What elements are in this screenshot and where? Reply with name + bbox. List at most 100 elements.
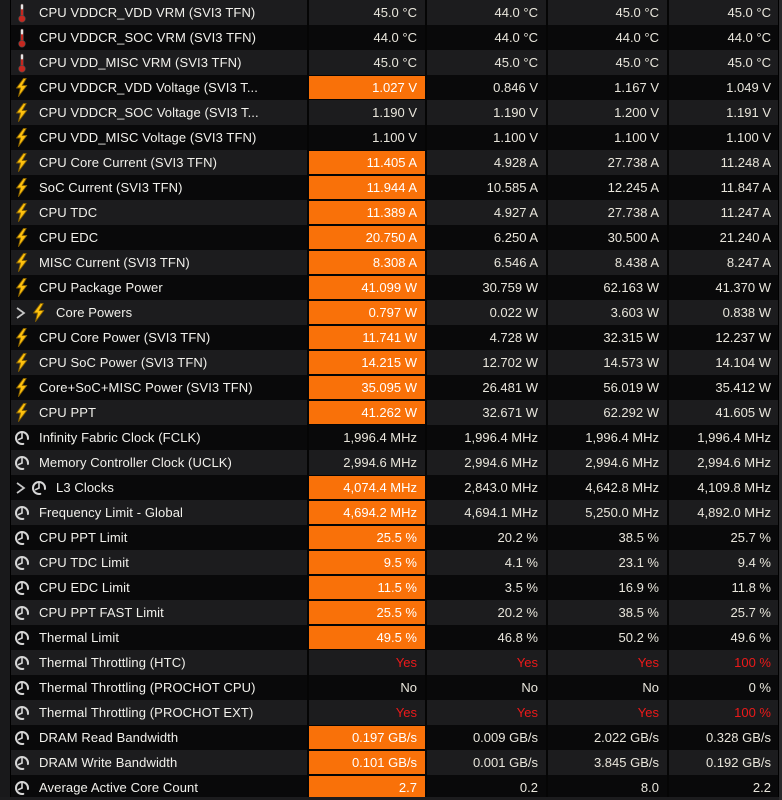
clock-icon (13, 578, 30, 597)
lightning-bolt-icon (13, 103, 30, 122)
sensor-row[interactable]: CPU VDDCR_SOC VRM (SVI3 TFN) 44.0 °C 44.0 … (0, 25, 782, 50)
lightning-bolt-icon (13, 378, 30, 397)
sensor-row[interactable]: DRAM Write Bandwidth 0.101 GB/s 0.001 GB/s… (0, 750, 782, 775)
sensor-name: Core+SoC+MISC Power (SVI3 TFN) (39, 380, 253, 395)
sensor-label-cell: CPU PPT FAST Limit (11, 600, 307, 625)
sensor-row[interactable]: MISC Current (SVI3 TFN) 8.308 A 6.546 A 8.4… (0, 250, 782, 275)
sensor-row[interactable]: CPU TDC Limit 9.5 % 4.1 % 23.1 % 9.4 % (0, 550, 782, 575)
value-cell-current: 25.5 % (307, 600, 425, 625)
sensor-name: Thermal Limit (39, 630, 120, 645)
sensor-row[interactable]: CPU VDD_MISC Voltage (SVI3 TFN) 1.100 V 1.… (0, 125, 782, 150)
lightning-bolt-icon (13, 253, 30, 272)
value-cell-average: 1.049 V (667, 75, 779, 100)
clock-icon (30, 478, 47, 497)
sensor-row[interactable]: Infinity Fabric Clock (FCLK) 1,996.4 MHz 1… (0, 425, 782, 450)
row-gutter (0, 350, 11, 375)
sensor-row[interactable]: Frequency Limit - Global 4,694.2 MHz 4,694… (0, 500, 782, 525)
value-cell-current: 45.0 °C (307, 0, 425, 25)
value-cell-current: 11.741 W (307, 325, 425, 350)
row-gutter (0, 500, 11, 525)
value-cell-average: 0.192 GB/s (667, 750, 779, 775)
sensor-row[interactable]: Thermal Throttling (PROCHOT CPU) No No No 0 … (0, 675, 782, 700)
value-cell-current: Yes (307, 650, 425, 675)
value-cell-maximum: 1.200 V (546, 100, 667, 125)
sensor-row[interactable]: Core Powers 0.797 W 0.022 W 3.603 W 0.838 W (0, 300, 782, 325)
value-cell-average: 11.8 % (667, 575, 779, 600)
value-cell-minimum: 20.2 % (425, 525, 546, 550)
chevron-right-expand-icon[interactable] (12, 305, 28, 321)
sensor-row[interactable]: SoC Current (SVI3 TFN) 11.944 A 10.585 A 12… (0, 175, 782, 200)
sensor-row[interactable]: CPU EDC Limit 11.5 % 3.5 % 16.9 % 11.8 % (0, 575, 782, 600)
value-cell-minimum: 4.728 W (425, 325, 546, 350)
sensor-row[interactable]: CPU Core Power (SVI3 TFN) 11.741 W 4.728 W… (0, 325, 782, 350)
value-cell-minimum: 1,996.4 MHz (425, 425, 546, 450)
value-cell-maximum: 1.167 V (546, 75, 667, 100)
value-cell-average: 45.0 °C (667, 0, 779, 25)
sensor-label-cell: CPU EDC (11, 225, 307, 250)
chevron-right-expand-icon[interactable] (12, 480, 28, 496)
row-gutter (0, 750, 11, 775)
clock-icon (13, 728, 30, 747)
lightning-bolt-icon (13, 153, 30, 172)
thermometer-icon (13, 3, 30, 22)
value-cell-current: 49.5 % (307, 625, 425, 650)
sensor-row[interactable]: CPU TDC 11.389 A 4.927 A 27.738 A 11.247 A (0, 200, 782, 225)
sensor-row[interactable]: CPU EDC 20.750 A 6.250 A 30.500 A 21.240 A (0, 225, 782, 250)
sensor-row[interactable]: CPU PPT FAST Limit 25.5 % 20.2 % 38.5 % 25.7… (0, 600, 782, 625)
value-cell-maximum: 4,642.8 MHz (546, 475, 667, 500)
value-cell-average: 35.412 W (667, 375, 779, 400)
sensor-name: CPU SoC Power (SVI3 TFN) (39, 355, 208, 370)
value-cell-current: 1.100 V (307, 125, 425, 150)
sensor-label-cell: Frequency Limit - Global (11, 500, 307, 525)
value-cell-maximum: 8.0 (546, 775, 667, 800)
value-cell-maximum: 62.292 W (546, 400, 667, 425)
sensor-row[interactable]: CPU VDDCR_VDD VRM (SVI3 TFN) 45.0 °C 44.0 … (0, 0, 782, 25)
right-edge-scrollbar-track[interactable] (778, 0, 782, 800)
sensor-row[interactable]: CPU PPT 41.262 W 32.671 W 62.292 W 41.605 W (0, 400, 782, 425)
value-cell-maximum: 2,994.6 MHz (546, 450, 667, 475)
sensor-row[interactable]: L3 Clocks 4,074.4 MHz 2,843.0 MHz 4,642.8 M… (0, 475, 782, 500)
sensor-name: CPU Core Current (SVI3 TFN) (39, 155, 217, 170)
value-cell-maximum: 62.163 W (546, 275, 667, 300)
sensor-label-cell: DRAM Read Bandwidth (11, 725, 307, 750)
row-gutter (0, 50, 11, 75)
sensor-row[interactable]: CPU SoC Power (SVI3 TFN) 14.215 W 12.702 W… (0, 350, 782, 375)
sensor-name: CPU Core Power (SVI3 TFN) (39, 330, 211, 345)
value-cell-current: 44.0 °C (307, 25, 425, 50)
sensor-row[interactable]: DRAM Read Bandwidth 0.197 GB/s 0.009 GB/s 2… (0, 725, 782, 750)
row-gutter (0, 0, 11, 25)
sensor-row[interactable]: Thermal Throttling (HTC) Yes Yes Yes 100 % (0, 650, 782, 675)
value-cell-average: 49.6 % (667, 625, 779, 650)
sensor-row[interactable]: Thermal Limit 49.5 % 46.8 % 50.2 % 49.6 % (0, 625, 782, 650)
value-cell-minimum: 20.2 % (425, 600, 546, 625)
value-cell-current: 1.027 V (307, 75, 425, 100)
value-cell-current: 9.5 % (307, 550, 425, 575)
sensor-row[interactable]: CPU PPT Limit 25.5 % 20.2 % 38.5 % 25.7 % (0, 525, 782, 550)
sensor-label-cell: CPU TDC Limit (11, 550, 307, 575)
value-cell-maximum: 32.315 W (546, 325, 667, 350)
row-gutter (0, 650, 11, 675)
value-cell-average: 100 % (667, 650, 779, 675)
sensor-row[interactable]: CPU Package Power 41.099 W 30.759 W 62.163 … (0, 275, 782, 300)
value-cell-current: 0.101 GB/s (307, 750, 425, 775)
sensor-name: CPU EDC Limit (39, 580, 130, 595)
sensor-label-cell: Thermal Limit (11, 625, 307, 650)
clock-icon (13, 753, 30, 772)
value-cell-maximum: 14.573 W (546, 350, 667, 375)
sensor-row[interactable]: Memory Controller Clock (UCLK) 2,994.6 MH… (0, 450, 782, 475)
sensor-row[interactable]: Average Active Core Count 2.7 0.2 8.0 2.2 (0, 775, 782, 800)
sensor-label-cell: CPU SoC Power (SVI3 TFN) (11, 350, 307, 375)
value-cell-current: Yes (307, 700, 425, 725)
sensor-row[interactable]: CPU VDD_MISC VRM (SVI3 TFN) 45.0 °C 45.0 °… (0, 50, 782, 75)
sensor-label-cell: MISC Current (SVI3 TFN) (11, 250, 307, 275)
sensor-name: Infinity Fabric Clock (FCLK) (39, 430, 201, 445)
sensor-name: CPU PPT Limit (39, 530, 128, 545)
sensor-row[interactable]: Core+SoC+MISC Power (SVI3 TFN) 35.095 W 26… (0, 375, 782, 400)
sensor-row[interactable]: CPU Core Current (SVI3 TFN) 11.405 A 4.928… (0, 150, 782, 175)
value-cell-average: 0 % (667, 675, 779, 700)
sensor-row[interactable]: Thermal Throttling (PROCHOT EXT) Yes Yes Ye… (0, 700, 782, 725)
row-gutter (0, 600, 11, 625)
sensor-name: DRAM Read Bandwidth (39, 730, 179, 745)
